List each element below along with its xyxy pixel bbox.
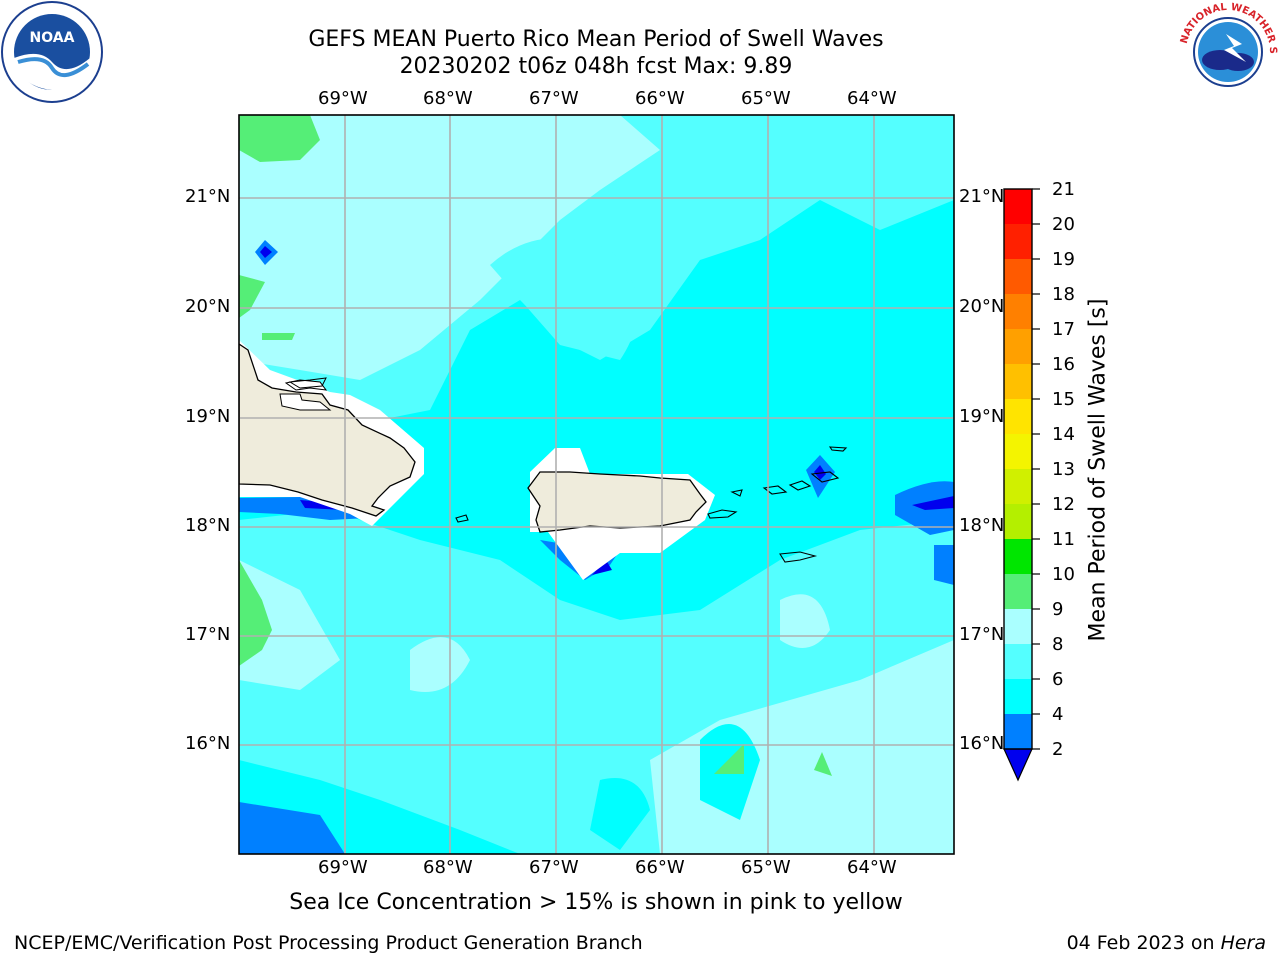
noaa-logo-text: NOAA bbox=[30, 30, 75, 46]
colorbar-title: Mean Period of Swell Waves [s] bbox=[1085, 298, 1111, 642]
colorbar-tick-9: 9 bbox=[1052, 599, 1064, 620]
lat-label-right-19n: 19°N bbox=[959, 406, 1005, 427]
lon-label-bottom-68w: 68°W bbox=[423, 857, 473, 878]
colorbar-tick-15: 15 bbox=[1052, 389, 1075, 410]
colorbar-band-9-10 bbox=[1004, 574, 1032, 609]
lat-label-right-20n: 20°N bbox=[959, 296, 1005, 317]
colorbar-band-13-14 bbox=[1004, 434, 1032, 469]
lon-label-top-68w: 68°W bbox=[423, 88, 473, 109]
lon-label-top-65w: 65°W bbox=[741, 88, 791, 109]
lat-label-right-16n: 16°N bbox=[959, 733, 1005, 754]
lat-label-left-17n: 17°N bbox=[185, 624, 231, 645]
lat-label-left-20n: 20°N bbox=[185, 296, 231, 317]
lat-label-left-16n: 16°N bbox=[185, 733, 231, 754]
hispaniola-landmass bbox=[239, 343, 416, 517]
nws-logo: NATIONAL WEATHER SERVICE bbox=[1176, 0, 1278, 100]
colorbar-tick-2: 2 bbox=[1052, 739, 1064, 760]
colorbar-tick-19: 19 bbox=[1052, 249, 1075, 270]
lat-label-right-17n: 17°N bbox=[959, 624, 1005, 645]
colorbar-tick-20: 20 bbox=[1052, 214, 1075, 235]
colorbar-band-15-16 bbox=[1004, 364, 1032, 399]
colorbar-band-4-6 bbox=[1004, 679, 1032, 714]
colorbar-tick-13: 13 bbox=[1052, 459, 1075, 480]
generation-date: 04 Feb 2023 on Hera bbox=[1067, 932, 1266, 954]
colorbar-band-11-12 bbox=[1004, 504, 1032, 539]
colorbar-tick-10: 10 bbox=[1052, 564, 1075, 585]
colorbar-tick-12: 12 bbox=[1052, 494, 1075, 515]
lon-label-top-67w: 67°W bbox=[529, 88, 579, 109]
chart-title: GEFS MEAN Puerto Rico Mean Period of Swe… bbox=[308, 27, 884, 52]
colorbar-tick-21: 21 bbox=[1052, 179, 1075, 200]
chart-subtitle: 20230202 t06z 048h fcst Max: 9.89 bbox=[399, 54, 793, 79]
colorbar-band-14-15 bbox=[1004, 399, 1032, 434]
lon-label-bottom-67w: 67°W bbox=[529, 857, 579, 878]
colorbar bbox=[1003, 188, 1040, 782]
lon-label-top-64w: 64°W bbox=[847, 88, 897, 109]
colorbar-tick-16: 16 bbox=[1052, 354, 1075, 375]
colorbar-band-8-9 bbox=[1004, 609, 1032, 644]
map-frame bbox=[238, 114, 955, 855]
colorbar-tick-11: 11 bbox=[1052, 529, 1075, 550]
colorbar-tick-18: 18 bbox=[1052, 284, 1075, 305]
lon-label-bottom-66w: 66°W bbox=[635, 857, 685, 878]
colorbar-band-16-17 bbox=[1004, 329, 1032, 364]
lat-label-left-18n: 18°N bbox=[185, 515, 231, 536]
noaa-logo: NOAA bbox=[1, 1, 103, 103]
map-graticule bbox=[239, 115, 954, 854]
lat-label-left-19n: 19°N bbox=[185, 406, 231, 427]
lat-label-right-21n: 21°N bbox=[959, 186, 1005, 207]
colorbar-tick-14: 14 bbox=[1052, 424, 1075, 445]
colorbar-tick-17: 17 bbox=[1052, 319, 1075, 340]
lon-label-bottom-65w: 65°W bbox=[741, 857, 791, 878]
colorbar-band-10-11 bbox=[1004, 539, 1032, 574]
lon-label-bottom-69w: 69°W bbox=[318, 857, 368, 878]
sea-ice-note: Sea Ice Concentration > 15% is shown in … bbox=[289, 890, 903, 915]
colorbar-extend-arrow bbox=[1003, 748, 1033, 782]
colorbar-tick-6: 6 bbox=[1052, 669, 1064, 690]
lon-label-top-69w: 69°W bbox=[318, 88, 368, 109]
colorbar-band-20-21 bbox=[1004, 189, 1032, 224]
producer-credit: NCEP/EMC/Verification Post Processing Pr… bbox=[14, 932, 643, 954]
colorbar-band-12-13 bbox=[1004, 469, 1032, 504]
swell-period-field bbox=[239, 115, 954, 854]
lat-label-left-21n: 21°N bbox=[185, 186, 231, 207]
colorbar-band-2-4 bbox=[1004, 714, 1032, 749]
colorbar-tick-8: 8 bbox=[1052, 634, 1064, 655]
generation-date-text: 04 Feb 2023 on bbox=[1066, 932, 1221, 954]
host-name: Hera bbox=[1220, 932, 1266, 954]
colorbar-band-18-19 bbox=[1004, 259, 1032, 294]
colorbar-band-6-8 bbox=[1004, 644, 1032, 679]
lon-label-bottom-64w: 64°W bbox=[847, 857, 897, 878]
lon-label-top-66w: 66°W bbox=[635, 88, 685, 109]
colorbar-band-19-20 bbox=[1004, 224, 1032, 259]
colorbar-tick-4: 4 bbox=[1052, 704, 1064, 725]
colorbar-band-17-18 bbox=[1004, 294, 1032, 329]
lat-label-right-18n: 18°N bbox=[959, 515, 1005, 536]
